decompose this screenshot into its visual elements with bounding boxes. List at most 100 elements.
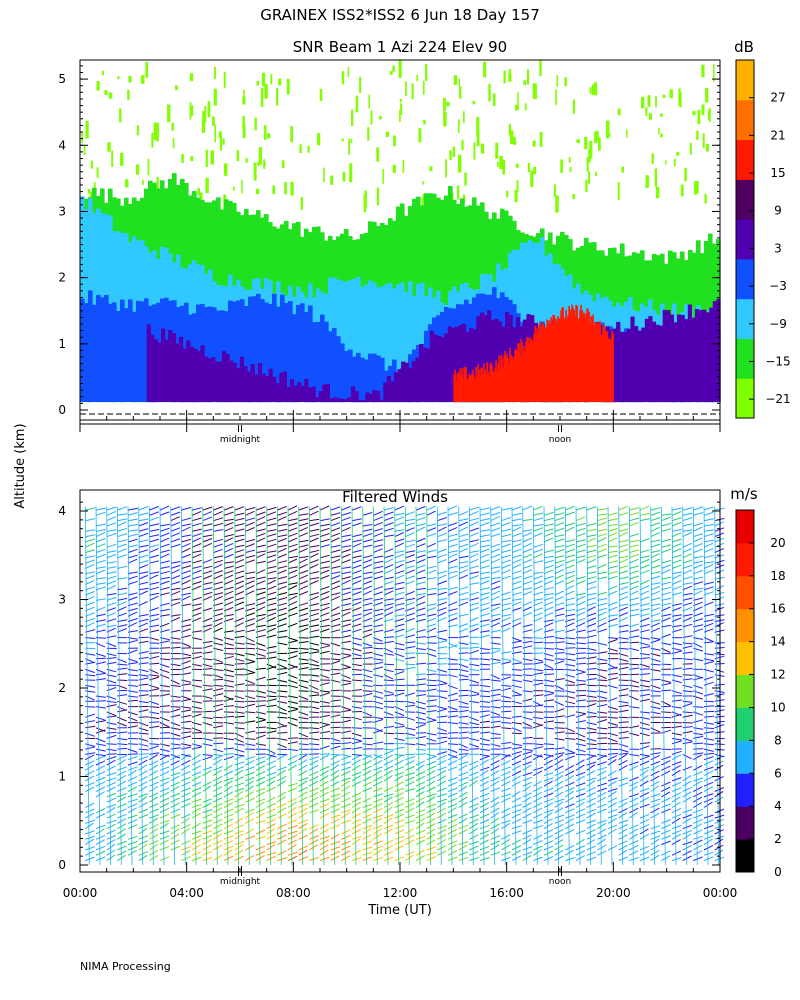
wind-barb xyxy=(511,855,522,862)
top-colorbar-unit: dB xyxy=(734,38,754,56)
wind-barb xyxy=(458,776,469,782)
wind-barb xyxy=(607,797,618,803)
snr-speckle xyxy=(593,82,598,96)
wind-barb xyxy=(234,840,245,846)
wind-barb xyxy=(458,569,468,575)
wind-barb xyxy=(341,770,351,777)
snr-column xyxy=(340,343,345,403)
wind-barb xyxy=(287,518,298,522)
snr-speckle xyxy=(199,192,203,200)
wind-barb xyxy=(490,835,501,840)
wind-barb xyxy=(618,523,629,527)
snr-speckle xyxy=(242,124,246,139)
wind-barb xyxy=(511,775,521,782)
wind-barb xyxy=(597,737,608,739)
wind-barb xyxy=(95,716,106,721)
wind-barb xyxy=(458,824,469,830)
snr-column xyxy=(524,350,526,402)
wind-barb xyxy=(650,780,660,787)
wind-barb xyxy=(714,521,724,527)
wind-barb xyxy=(415,700,426,705)
wind-barb xyxy=(106,533,117,538)
wind-barb xyxy=(639,796,650,803)
wind-barb xyxy=(426,765,436,771)
wind-barb xyxy=(245,703,256,708)
wind-barb xyxy=(319,533,330,538)
wind-barb xyxy=(703,506,714,511)
wind-barb xyxy=(597,727,608,730)
wind-barb xyxy=(266,565,277,569)
wind-barb xyxy=(341,559,351,564)
wind-barb xyxy=(405,737,416,739)
wind-barb xyxy=(437,754,447,761)
wind-barb xyxy=(330,558,341,564)
snr-speckle xyxy=(85,120,89,139)
wind-profile-stem xyxy=(436,506,442,866)
wind-barb xyxy=(351,806,361,814)
wind-barb xyxy=(703,547,714,554)
snr-column xyxy=(619,331,624,403)
wind-barb xyxy=(415,587,426,591)
wind-barb xyxy=(309,592,320,596)
wind-barb xyxy=(85,563,95,569)
snr-speckle xyxy=(201,119,205,133)
wind-barb xyxy=(362,524,373,527)
snr-column xyxy=(88,290,93,403)
wind-barb xyxy=(85,760,95,766)
snr-speckle xyxy=(626,129,628,138)
wind-barb xyxy=(501,716,512,719)
wind-barb xyxy=(287,748,298,752)
snr-colorbar-label: −3 xyxy=(769,279,787,293)
wind-barb xyxy=(575,727,586,730)
wind-barb xyxy=(469,743,479,748)
wind-barb xyxy=(255,684,267,687)
wind-barb xyxy=(202,743,213,747)
wind-barb xyxy=(319,856,330,862)
wind-barb xyxy=(693,684,703,689)
wind-barb xyxy=(127,803,138,808)
snr-column xyxy=(136,300,141,403)
wind-barb xyxy=(223,798,234,803)
wind-profile-stem xyxy=(586,506,592,866)
snr-column xyxy=(408,281,413,403)
wind-barb xyxy=(479,737,490,742)
snr-column xyxy=(325,383,330,403)
wind-barb xyxy=(437,798,448,803)
wind-barb xyxy=(309,759,319,766)
snr-column xyxy=(401,361,406,403)
wind-barb xyxy=(234,523,245,527)
snr-speckle xyxy=(392,164,396,173)
wind-barb xyxy=(586,770,596,777)
bottom-panel-title: Filtered Winds xyxy=(342,488,448,506)
wind-barb xyxy=(661,569,671,575)
wind-barb xyxy=(394,512,405,516)
wind-barb xyxy=(501,727,512,730)
snr-speckle xyxy=(197,187,200,196)
wind-barb xyxy=(554,590,565,596)
wind-barb xyxy=(277,754,287,761)
wind-barb xyxy=(245,780,255,787)
snr-column xyxy=(523,346,525,403)
wind-barb xyxy=(522,532,533,538)
wind-barb xyxy=(127,571,138,575)
wind-barb xyxy=(330,522,341,527)
wind-barb xyxy=(650,690,661,693)
wind-barb xyxy=(426,786,436,792)
snr-column xyxy=(476,316,481,403)
wind-barb xyxy=(383,587,394,591)
wind-barb xyxy=(159,802,170,808)
wind-barb xyxy=(693,526,703,532)
wind-barb xyxy=(95,765,106,771)
wind-barb xyxy=(479,807,489,814)
wind-barb xyxy=(202,839,212,846)
snr-speckle xyxy=(189,102,192,120)
snr-speckle xyxy=(355,95,359,113)
wind-barb xyxy=(405,781,415,787)
snr-column xyxy=(236,300,241,402)
wind-barb xyxy=(490,590,501,596)
snr-speckle xyxy=(662,94,666,99)
wind-profile-stem xyxy=(383,506,389,866)
wind-barb xyxy=(373,780,383,787)
wind-barb xyxy=(255,695,266,698)
wind-barb xyxy=(106,748,117,752)
